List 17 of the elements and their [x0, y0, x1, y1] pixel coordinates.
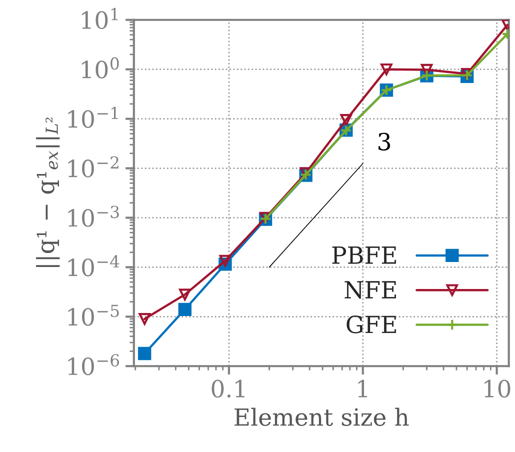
- y-tick-label: 10$^{−5}$: [68, 304, 119, 326]
- y-tick-label: 10$^{−2}$: [68, 156, 118, 178]
- x-tick-label: 0.1: [212, 380, 244, 398]
- legend-label: NFE: [344, 281, 396, 299]
- y-tick-label: 10$^{−3}$: [68, 206, 119, 227]
- legend-label: GFE: [346, 316, 396, 334]
- y-tick-label: 10$^{−4}$: [68, 255, 120, 276]
- legend-label: PBFE: [332, 246, 396, 264]
- annotation: 3: [378, 132, 390, 151]
- y-tick-label: 10$^{−1}$: [68, 106, 118, 128]
- x-tick-label: 1: [358, 380, 368, 398]
- y-axis-title: ||q¹ − q¹$_{ex}$||$_{L²}$: [36, 118, 60, 268]
- y-tick-label: 10$^{−6}$: [68, 354, 120, 376]
- y-tick-label: 10$^{1}$: [82, 8, 118, 30]
- x-axis-title: Element size h: [234, 408, 409, 426]
- x-tick-label: 10: [484, 380, 510, 398]
- y-tick-label: 10$^{0}$: [82, 57, 119, 78]
